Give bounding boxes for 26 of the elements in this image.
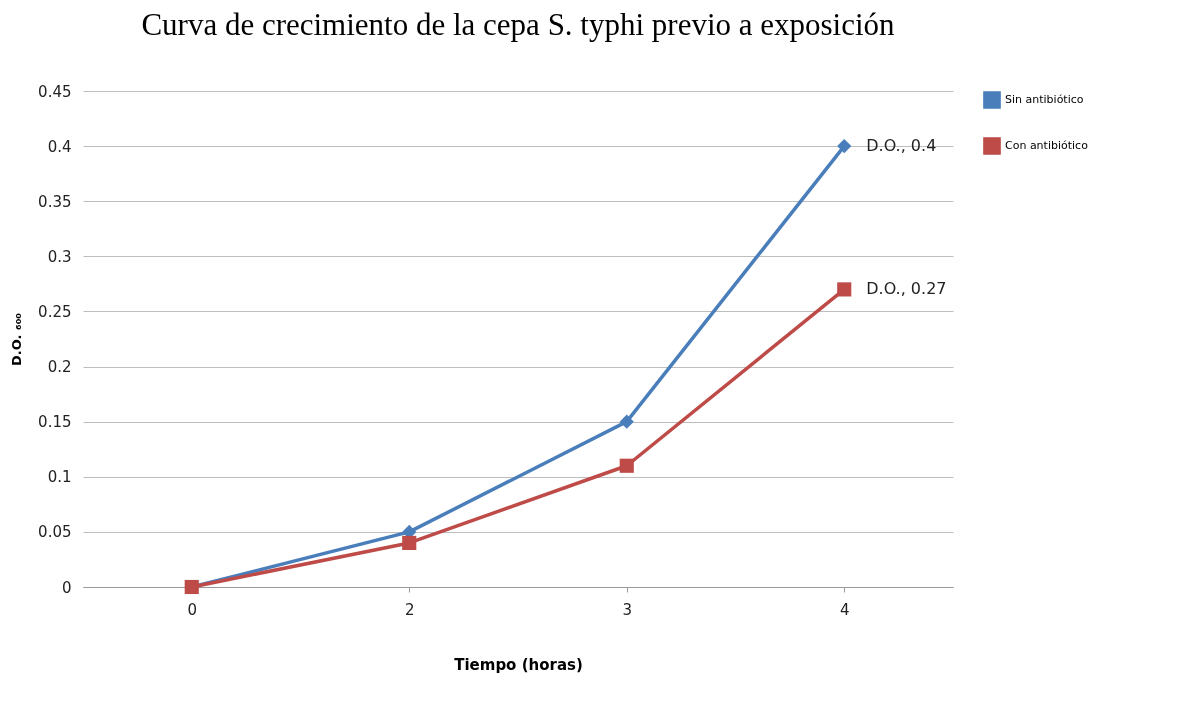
y-tick-label: 0.45 bbox=[38, 82, 72, 101]
point bbox=[837, 282, 852, 297]
chart-title: Curva de crecimiento de la cepa S. typhi previo a exposición bbox=[141, 7, 896, 42]
y-tick-label: 0.2 bbox=[47, 358, 72, 377]
x-tick-label: 4 bbox=[839, 600, 850, 619]
y-tick-label: 0.35 bbox=[38, 192, 72, 211]
y-tick-label: 0.3 bbox=[47, 247, 72, 266]
legend-label: Con antibiótico bbox=[1005, 139, 1089, 152]
legend-label: Sin antibiótico bbox=[1005, 93, 1084, 106]
y-tick-label: 0 bbox=[61, 578, 72, 597]
annotation: D.O., 0.4 bbox=[866, 136, 937, 156]
y-tick-label: 0.25 bbox=[38, 302, 72, 321]
y-tick-label: 0.05 bbox=[38, 523, 72, 542]
x-tick-label: 0 bbox=[187, 600, 198, 619]
y-tick-label: 0.15 bbox=[38, 413, 72, 432]
point bbox=[402, 535, 417, 550]
point bbox=[619, 458, 634, 473]
y-tick-label: 0.4 bbox=[47, 137, 72, 156]
annotation: D.O., 0.27 bbox=[866, 279, 947, 299]
point bbox=[619, 414, 634, 429]
y-tick-label: 0.1 bbox=[47, 468, 72, 487]
y-axis-title: D.O. ₆₀₀ bbox=[9, 312, 25, 367]
point bbox=[837, 139, 852, 154]
x-tick-label: 3 bbox=[622, 600, 633, 619]
x-axis-title: Tiempo (horas) bbox=[454, 655, 583, 674]
x-tick-label: 2 bbox=[404, 600, 415, 619]
